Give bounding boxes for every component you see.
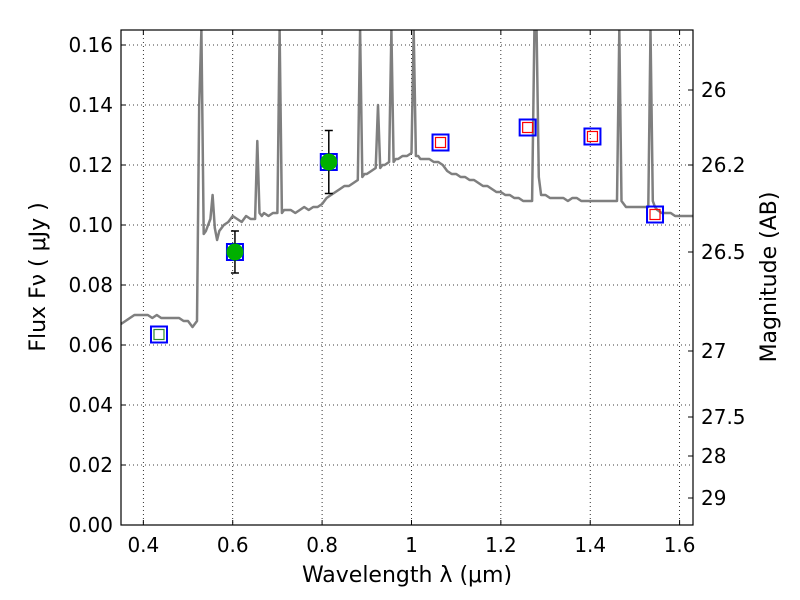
upper-limit-marker — [586, 130, 599, 143]
model-photometry-square — [431, 133, 450, 152]
y-tick-label: 0.00 — [68, 513, 113, 537]
model-photometry-square — [518, 118, 537, 137]
detection-point — [226, 243, 244, 261]
y-tick-label: 0.16 — [68, 33, 113, 57]
y-axis-label: Flux Fν ( μJy ) — [26, 202, 51, 351]
x-axis-label: Wavelength λ (μm) — [302, 563, 512, 588]
mag-tick-label: 29 — [701, 486, 726, 510]
x-tick-label: 1 — [405, 533, 418, 557]
x-tick-label: 1.6 — [664, 533, 696, 557]
x-tick-label: 1.4 — [574, 533, 606, 557]
model-photometry-square — [646, 205, 665, 224]
plot-frame — [120, 29, 694, 526]
model-photometry-square — [149, 325, 168, 344]
mag-tick-label: 26.5 — [701, 240, 746, 264]
y-tick-label: 0.14 — [68, 93, 113, 117]
upper-limit-marker — [153, 328, 165, 341]
upper-limit-marker — [522, 121, 534, 134]
spectrum-layer — [121, 30, 693, 329]
x-axis: 0.4 0.6 0.8 1 1.2 1.4 1.6 — [127, 30, 696, 557]
detection-point — [320, 153, 338, 171]
y-tick-label: 0.06 — [68, 333, 113, 357]
upper-limit-marker — [649, 208, 661, 221]
upper-limit-marker — [434, 136, 447, 149]
grid — [121, 30, 693, 526]
y-tick-label: 0.12 — [68, 153, 113, 177]
y2-axis-label: Magnitude (AB) — [757, 192, 782, 363]
x-tick-label: 0.8 — [306, 533, 338, 557]
y-tick-label: 0.10 — [68, 213, 113, 237]
points-layer — [149, 118, 665, 344]
magnitude-axis: 26 26.2 26.5 27 27.5 28 29 — [688, 78, 746, 510]
y-axis: 0.00 0.02 0.04 0.06 0.08 0.10 0.12 0.14 0.16 — [68, 33, 126, 537]
y-tick-label: 0.08 — [68, 273, 113, 297]
x-tick-label: 1.2 — [485, 533, 517, 557]
mag-tick-label: 26.2 — [701, 153, 746, 177]
y-tick-label: 0.04 — [68, 393, 113, 417]
y-tick-label: 0.02 — [68, 453, 113, 477]
mag-tick-label: 27.5 — [701, 405, 746, 429]
mag-tick-label: 28 — [701, 444, 726, 468]
mag-tick-label: 26 — [701, 78, 726, 102]
spectrum-line — [121, 30, 693, 329]
x-tick-label: 0.6 — [217, 533, 249, 557]
x-tick-label: 0.4 — [127, 533, 159, 557]
model-photometry-square — [583, 127, 602, 146]
mag-tick-label: 27 — [701, 339, 726, 363]
